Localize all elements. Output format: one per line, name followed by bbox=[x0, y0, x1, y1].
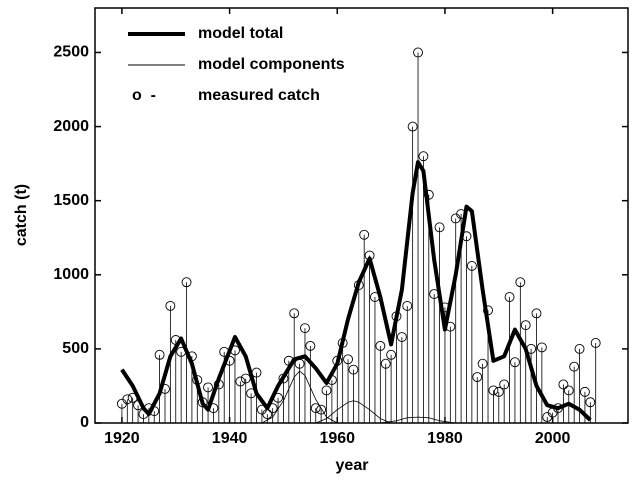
model-line bbox=[120, 160, 592, 422]
y-tick-label: 1000 bbox=[53, 266, 89, 283]
measured-point bbox=[305, 340, 316, 351]
measured-point bbox=[316, 404, 327, 415]
measured-point bbox=[466, 260, 477, 271]
measured-point bbox=[590, 338, 601, 348]
legend-label: model components bbox=[198, 56, 345, 73]
measured-point bbox=[504, 292, 515, 302]
x-tick-label: 1920 bbox=[104, 430, 140, 447]
x-axis-label: year bbox=[336, 457, 369, 474]
measured-point bbox=[375, 340, 386, 351]
component-line bbox=[380, 416, 456, 424]
measured-point bbox=[359, 229, 370, 240]
measured-point bbox=[569, 361, 580, 372]
measured-point bbox=[477, 358, 488, 369]
measured-point bbox=[531, 308, 542, 319]
y-tick-label: 500 bbox=[62, 340, 89, 357]
measured-point bbox=[499, 379, 510, 390]
measured-point bbox=[402, 300, 413, 311]
measured-point bbox=[574, 343, 585, 354]
y-tick-label: 1500 bbox=[53, 192, 89, 209]
measured-point bbox=[520, 320, 531, 331]
measured-point bbox=[181, 277, 192, 288]
measured-point bbox=[579, 386, 590, 397]
y-tick-label: 0 bbox=[80, 414, 89, 431]
measured-point bbox=[386, 349, 397, 360]
measured-point bbox=[122, 394, 133, 405]
measured-point bbox=[515, 277, 526, 288]
measured-point bbox=[203, 382, 214, 393]
measured-point bbox=[563, 385, 574, 396]
measured-point bbox=[300, 323, 310, 334]
component-line bbox=[261, 370, 338, 424]
legend-label: measured catch bbox=[198, 87, 320, 104]
measured-point bbox=[396, 332, 407, 342]
measured-point bbox=[488, 385, 499, 396]
measured-point bbox=[472, 372, 483, 383]
legend-symbol: o - bbox=[132, 87, 156, 104]
measured-point bbox=[493, 386, 504, 397]
measured-point bbox=[536, 342, 547, 353]
measured-point bbox=[418, 151, 429, 162]
x-tick-label: 1940 bbox=[212, 430, 248, 447]
x-tick-label: 1960 bbox=[319, 430, 355, 447]
measured-point bbox=[380, 358, 391, 369]
measured-point bbox=[165, 300, 176, 311]
component-line bbox=[315, 400, 392, 424]
measured-point bbox=[509, 357, 520, 368]
y-axis-label: catch (t) bbox=[13, 184, 30, 246]
x-tick-label: 1980 bbox=[427, 430, 463, 447]
measured-point bbox=[310, 403, 321, 414]
x-tick-label: 2000 bbox=[535, 430, 571, 447]
measured-point bbox=[154, 349, 165, 360]
measured-point bbox=[585, 397, 596, 408]
measured-point bbox=[343, 354, 353, 365]
measured-point bbox=[434, 222, 445, 233]
legend-label: model total bbox=[198, 25, 283, 42]
measured-point bbox=[321, 385, 332, 396]
measured-point bbox=[407, 121, 418, 132]
y-tick-label: 2000 bbox=[53, 118, 89, 135]
measured-point bbox=[348, 364, 359, 375]
measured-point bbox=[289, 308, 300, 319]
measured-point bbox=[413, 47, 423, 58]
measured-point bbox=[235, 376, 246, 387]
y-tick-label: 2500 bbox=[53, 44, 89, 61]
measured-point bbox=[558, 379, 569, 390]
plot-frame bbox=[94, 7, 629, 424]
